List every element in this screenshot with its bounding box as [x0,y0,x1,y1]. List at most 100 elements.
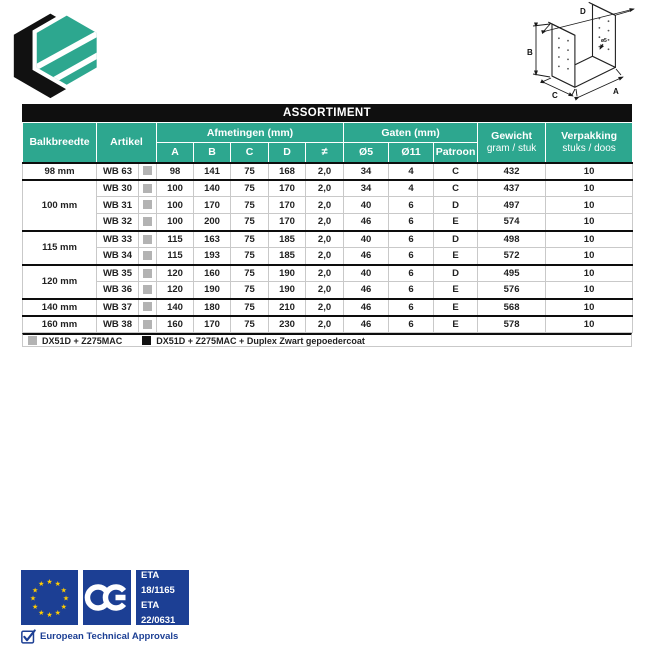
a-cell: 98 [156,161,194,180]
gewicht-cell: 572 [477,247,547,265]
gewicht-cell: 574 [477,213,547,231]
patroon-cell: E [433,314,479,333]
brand-logo [12,5,108,103]
finish-swatch-gray [143,234,152,244]
b-cell: 193 [193,247,231,265]
a-cell: 120 [156,263,194,282]
t-cell: 2,0 [304,281,345,299]
verpakking-cell: 10 [545,297,634,316]
svg-text:★: ★ [61,586,67,594]
d-cell: 185 [268,229,306,248]
legend-item: DX51D + Z275MAC [28,336,122,346]
gewicht-cell: 497 [477,196,547,214]
t-cell: 2,0 [304,247,345,265]
artikel-cell: WB 36 [96,281,139,299]
svg-text:★: ★ [32,586,38,594]
finish-swatch-gray [143,268,152,278]
product-row: WB 36 120 190 75 190 2,0 46 6 E 576 10 [23,281,634,299]
o11-cell: 6 [388,297,435,316]
t-cell: 2,0 [304,229,345,248]
b-cell: 180 [193,297,231,316]
svg-text:★: ★ [63,595,69,603]
gewicht-cell: 432 [477,161,547,180]
artikel-cell: WB 31 [96,196,139,214]
header-artikel: Artikel [96,122,157,163]
t-cell: 2,0 [304,213,345,231]
balkbreedte-cell: 140 mm [22,297,97,316]
o11-cell: 4 [388,178,435,197]
o5-cell: 34 [343,178,390,197]
verpakking-cell: 10 [545,247,634,265]
svg-text:★: ★ [38,609,44,617]
header-balkbreedte: Balkbreedte [22,122,97,163]
d-cell: 170 [268,213,306,231]
o11-cell: 6 [388,281,435,299]
balkbreedte-cell: 120 mm [22,263,97,299]
gewicht-cell: 437 [477,178,547,197]
artikel-cell: WB 30 [96,178,139,197]
o5-cell: 34 [343,161,390,180]
dim-label-a: A [613,87,619,96]
header-col-c: C [230,142,269,163]
legend-item: DX51D + Z275MAC + Duplex Zwart gepoederc… [142,336,365,346]
d-cell: 190 [268,263,306,282]
certification-badges: ★ ★ ★ ★ ★ ★ ★ ★ ★ ★ ★ ★ ETA 18/1165 ETA 22/0631 [21,569,189,626]
o11-cell: 6 [388,229,435,248]
patroon-cell: C [433,178,479,197]
b-cell: 160 [193,263,231,282]
a-cell: 140 [156,297,194,316]
verpakking-cell: 10 [545,213,634,231]
patroon-cell: D [433,229,479,248]
c-cell: 75 [230,161,269,180]
product-table: Balkbreedte Artikel Afmetingen (mm) Gate… [22,122,634,333]
approvals-label: European Technical Approvals [40,631,179,642]
product-row: 160 mm WB 38 160 170 75 230 2,0 46 6 E 578 10 [22,314,634,333]
header-col-b: B [193,142,231,163]
o5-cell: 40 [343,229,390,248]
gewicht-cell: 498 [477,229,547,248]
t-cell: 2,0 [304,196,345,214]
table-body: 98 mm WB 63 98 141 75 168 2,0 34 4 C 432 10 100 mm WB… [22,161,634,333]
d-cell: 210 [268,297,306,316]
t-cell: 2,0 [304,297,345,316]
finish-swatch-cell [138,247,157,265]
c-cell: 75 [230,213,269,231]
finish-swatch-cell [138,213,157,231]
eta-line-1: ETA 18/1165 [141,569,175,596]
product-row: 115 mm WB 33 115 163 75 185 2,0 40 6 D 498 10 [22,229,634,265]
check-box-icon [21,629,36,644]
o5-cell: 46 [343,314,390,333]
d-cell: 170 [268,196,306,214]
legend-label: DX51D + Z275MAC [42,335,123,346]
o11-cell: 4 [388,161,435,180]
b-cell: 163 [193,229,231,248]
artikel-cell: WB 38 [96,314,139,333]
b-cell: 170 [193,196,231,214]
dim-label-d: D [580,7,586,16]
table-header: Balkbreedte Artikel Afmetingen (mm) Gate… [22,122,634,163]
verpakking-cell: 10 [545,196,634,214]
c-cell: 75 [230,196,269,214]
header-col-a: A [156,142,194,163]
patroon-cell: E [433,213,479,231]
product-row: 98 mm WB 63 98 141 75 168 2,0 34 4 C 432 10 [22,161,634,180]
finish-swatch-cell [138,263,157,282]
o5-cell: 40 [343,263,390,282]
eu-flag-badge: ★ ★ ★ ★ ★ ★ ★ ★ ★ ★ ★ ★ [21,570,78,625]
header-gewicht: Gewicht gram / stuk [477,122,547,163]
patroon-cell: E [433,297,479,316]
d-cell: 230 [268,314,306,333]
o11-cell: 6 [388,213,435,231]
a-cell: 100 [156,213,194,231]
t-cell: 2,0 [304,161,345,180]
patroon-cell: C [433,161,479,180]
o5-cell: 46 [343,281,390,299]
verpakking-cell: 10 [545,314,634,333]
c-cell: 75 [230,263,269,282]
joist-hanger-drawing-icon: D B C A ø5 [527,1,635,101]
o5-cell: 40 [343,196,390,214]
c-cell: 75 [230,281,269,299]
patroon-cell: E [433,247,479,265]
finish-swatch-cell [138,196,157,214]
product-row: WB 34 115 193 75 185 2,0 46 6 E 572 10 [23,247,634,265]
